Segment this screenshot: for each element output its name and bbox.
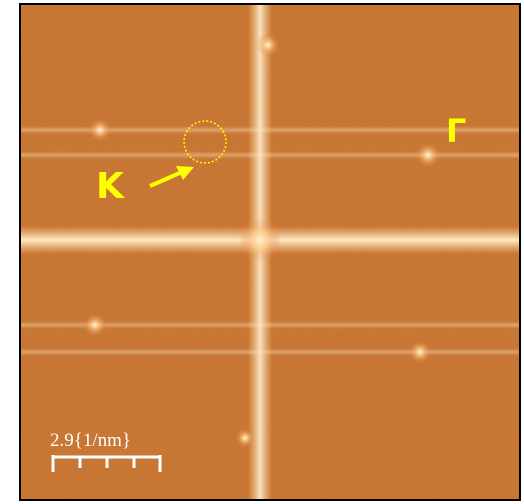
k-label: K bbox=[96, 166, 125, 207]
fft-figure: K Γ 2.9{1/nm} bbox=[0, 0, 524, 504]
fft-image bbox=[20, 4, 520, 500]
gamma-label: Γ bbox=[446, 112, 466, 150]
page: K Γ 2.9{1/nm} (() => { const data = JSON… bbox=[0, 0, 524, 504]
scale-label: 2.9{1/nm} bbox=[50, 430, 131, 451]
